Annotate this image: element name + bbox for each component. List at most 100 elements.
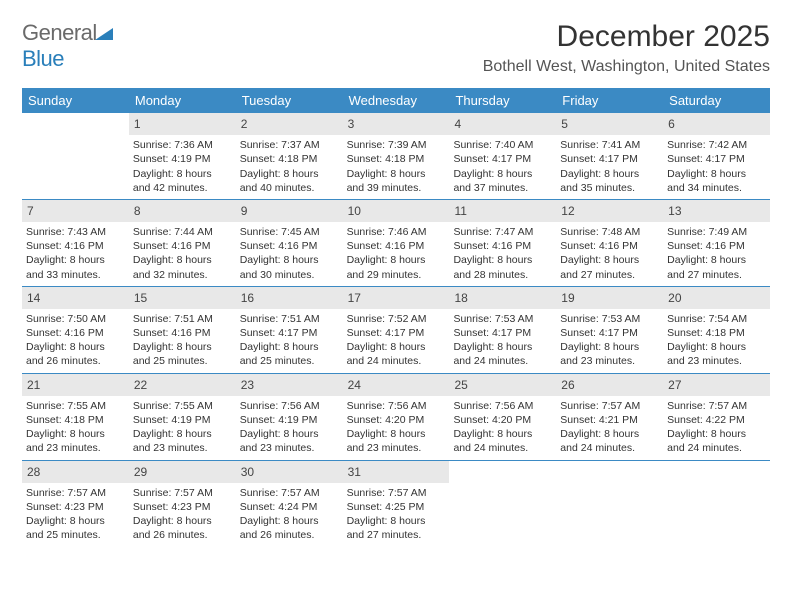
day-info-line: Sunrise: 7:51 AM — [133, 312, 232, 326]
day-number: 26 — [556, 374, 663, 396]
day-info-line: and 32 minutes. — [133, 268, 232, 282]
day-info-line: and 23 minutes. — [133, 441, 232, 455]
day-info-line: Sunset: 4:17 PM — [347, 326, 446, 340]
week-row: 28Sunrise: 7:57 AMSunset: 4:23 PMDayligh… — [22, 461, 770, 547]
day-info-line: Sunset: 4:19 PM — [133, 413, 232, 427]
logo-triangle-icon — [95, 26, 113, 40]
day-info-line: Sunrise: 7:57 AM — [240, 486, 339, 500]
day-info-line: Sunrise: 7:56 AM — [347, 399, 446, 413]
day-cell-body: Sunrise: 7:53 AMSunset: 4:17 PMDaylight:… — [556, 311, 663, 373]
week-row: 21Sunrise: 7:55 AMSunset: 4:18 PMDayligh… — [22, 374, 770, 461]
day-cell-body: Sunrise: 7:40 AMSunset: 4:17 PMDaylight:… — [449, 137, 556, 199]
day-cell-body: Sunrise: 7:56 AMSunset: 4:20 PMDaylight:… — [449, 398, 556, 460]
day-info-line: Sunset: 4:20 PM — [347, 413, 446, 427]
day-cell: 11Sunrise: 7:47 AMSunset: 4:16 PMDayligh… — [449, 200, 556, 286]
day-cell-body — [22, 137, 129, 142]
day-info-line: Daylight: 8 hours — [240, 167, 339, 181]
day-info-line: Sunrise: 7:47 AM — [453, 225, 552, 239]
day-number: 31 — [343, 461, 450, 483]
day-header-cell: Sunday — [22, 88, 129, 113]
day-number: 15 — [129, 287, 236, 309]
day-number: 21 — [22, 374, 129, 396]
day-number: 19 — [556, 287, 663, 309]
day-info-line: Sunrise: 7:40 AM — [453, 138, 552, 152]
day-cell: 7Sunrise: 7:43 AMSunset: 4:16 PMDaylight… — [22, 200, 129, 286]
day-number: 25 — [449, 374, 556, 396]
day-cell: 31Sunrise: 7:57 AMSunset: 4:25 PMDayligh… — [343, 461, 450, 547]
day-info-line: Sunrise: 7:50 AM — [26, 312, 125, 326]
day-number: 7 — [22, 200, 129, 222]
day-cell: 10Sunrise: 7:46 AMSunset: 4:16 PMDayligh… — [343, 200, 450, 286]
day-cell-body: Sunrise: 7:49 AMSunset: 4:16 PMDaylight:… — [663, 224, 770, 286]
day-info-line: Sunset: 4:16 PM — [240, 239, 339, 253]
day-info-line: Sunrise: 7:57 AM — [26, 486, 125, 500]
day-cell: 21Sunrise: 7:55 AMSunset: 4:18 PMDayligh… — [22, 374, 129, 460]
day-info-line: Sunset: 4:16 PM — [26, 326, 125, 340]
day-cell: 27Sunrise: 7:57 AMSunset: 4:22 PMDayligh… — [663, 374, 770, 460]
day-info-line: and 23 minutes. — [240, 441, 339, 455]
day-header-cell: Saturday — [663, 88, 770, 113]
day-info-line: Daylight: 8 hours — [453, 340, 552, 354]
day-info-line: and 27 minutes. — [347, 528, 446, 542]
day-info-line: Daylight: 8 hours — [667, 427, 766, 441]
day-info-line: Daylight: 8 hours — [347, 427, 446, 441]
day-info-line: and 23 minutes. — [560, 354, 659, 368]
day-info-line: and 27 minutes. — [560, 268, 659, 282]
day-info-line: Daylight: 8 hours — [347, 514, 446, 528]
day-header-cell: Monday — [129, 88, 236, 113]
day-info-line: Daylight: 8 hours — [240, 340, 339, 354]
day-cell-body: Sunrise: 7:57 AMSunset: 4:23 PMDaylight:… — [129, 485, 236, 547]
day-info-line: and 24 minutes. — [560, 441, 659, 455]
day-info-line: and 37 minutes. — [453, 181, 552, 195]
day-info-line: Sunset: 4:16 PM — [26, 239, 125, 253]
day-cell: 8Sunrise: 7:44 AMSunset: 4:16 PMDaylight… — [129, 200, 236, 286]
day-cell: 24Sunrise: 7:56 AMSunset: 4:20 PMDayligh… — [343, 374, 450, 460]
day-cell: 1Sunrise: 7:36 AMSunset: 4:19 PMDaylight… — [129, 113, 236, 199]
day-cell-body: Sunrise: 7:55 AMSunset: 4:18 PMDaylight:… — [22, 398, 129, 460]
day-info-line: Sunset: 4:17 PM — [560, 326, 659, 340]
day-cell-body: Sunrise: 7:53 AMSunset: 4:17 PMDaylight:… — [449, 311, 556, 373]
week-row: 1Sunrise: 7:36 AMSunset: 4:19 PMDaylight… — [22, 113, 770, 200]
day-cell: 13Sunrise: 7:49 AMSunset: 4:16 PMDayligh… — [663, 200, 770, 286]
day-number: 6 — [663, 113, 770, 135]
day-info-line: Sunset: 4:17 PM — [667, 152, 766, 166]
day-cell-body: Sunrise: 7:51 AMSunset: 4:17 PMDaylight:… — [236, 311, 343, 373]
day-info-line: Daylight: 8 hours — [133, 253, 232, 267]
day-info-line: Sunrise: 7:48 AM — [560, 225, 659, 239]
day-info-line: Sunset: 4:17 PM — [453, 152, 552, 166]
day-info-line: and 25 minutes. — [133, 354, 232, 368]
day-cell-body: Sunrise: 7:55 AMSunset: 4:19 PMDaylight:… — [129, 398, 236, 460]
day-info-line: Sunrise: 7:53 AM — [560, 312, 659, 326]
day-number: 23 — [236, 374, 343, 396]
day-cell-body: Sunrise: 7:46 AMSunset: 4:16 PMDaylight:… — [343, 224, 450, 286]
day-info-line: Daylight: 8 hours — [560, 253, 659, 267]
day-info-line: and 35 minutes. — [560, 181, 659, 195]
day-cell-body: Sunrise: 7:52 AMSunset: 4:17 PMDaylight:… — [343, 311, 450, 373]
day-number: 30 — [236, 461, 343, 483]
day-cell: 14Sunrise: 7:50 AMSunset: 4:16 PMDayligh… — [22, 287, 129, 373]
day-info-line: Sunrise: 7:45 AM — [240, 225, 339, 239]
day-info-line: and 26 minutes. — [240, 528, 339, 542]
day-cell: 28Sunrise: 7:57 AMSunset: 4:23 PMDayligh… — [22, 461, 129, 547]
day-cell-body: Sunrise: 7:47 AMSunset: 4:16 PMDaylight:… — [449, 224, 556, 286]
day-number: 11 — [449, 200, 556, 222]
day-cell-body: Sunrise: 7:48 AMSunset: 4:16 PMDaylight:… — [556, 224, 663, 286]
day-info-line: Sunrise: 7:53 AM — [453, 312, 552, 326]
day-cell — [22, 113, 129, 199]
month-title: December 2025 — [483, 20, 770, 54]
logo-text: General Blue — [22, 20, 113, 72]
day-info-line: Sunset: 4:18 PM — [667, 326, 766, 340]
day-number: 28 — [22, 461, 129, 483]
day-number: 13 — [663, 200, 770, 222]
day-info-line: and 26 minutes. — [26, 354, 125, 368]
day-info-line: Daylight: 8 hours — [667, 340, 766, 354]
day-info-line: and 24 minutes. — [347, 354, 446, 368]
day-cell-body: Sunrise: 7:51 AMSunset: 4:16 PMDaylight:… — [129, 311, 236, 373]
day-number: 2 — [236, 113, 343, 135]
day-info-line: and 23 minutes. — [347, 441, 446, 455]
title-block: December 2025 Bothell West, Washington, … — [483, 20, 770, 76]
weeks-container: 1Sunrise: 7:36 AMSunset: 4:19 PMDaylight… — [22, 113, 770, 546]
day-info-line: Sunset: 4:16 PM — [453, 239, 552, 253]
day-cell: 16Sunrise: 7:51 AMSunset: 4:17 PMDayligh… — [236, 287, 343, 373]
day-info-line: Sunrise: 7:41 AM — [560, 138, 659, 152]
